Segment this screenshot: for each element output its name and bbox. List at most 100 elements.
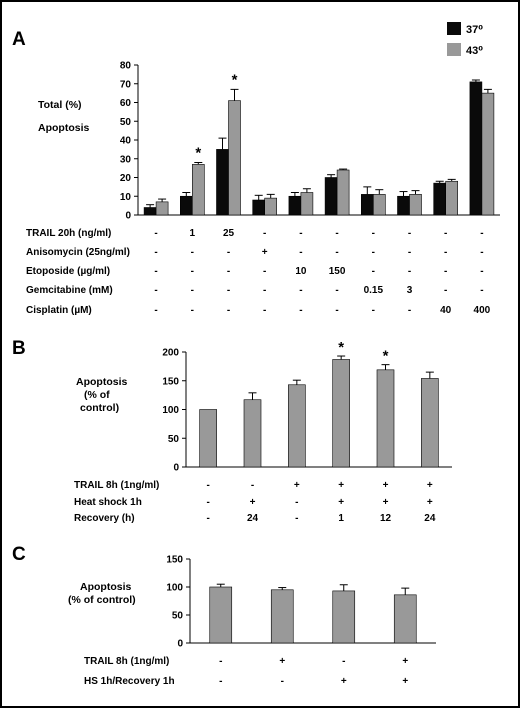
panel-a-condition-value: - (154, 285, 157, 296)
panel-a-condition-value: - (154, 266, 157, 277)
panel-b-significance-marker: * (338, 339, 344, 356)
panel-c-bar (270, 589, 294, 644)
panel-a-condition-value: - (408, 266, 411, 277)
panel-a-condition-value: - (408, 228, 411, 239)
panel-a-bar-37 (397, 195, 410, 216)
panel-b-condition-value: - (206, 480, 209, 491)
panel-a-condition-value: - (444, 266, 447, 277)
panel-b-y-tick-label: 150 (162, 376, 179, 387)
panel-b-y-tick-label: 50 (168, 434, 180, 445)
panel-a-condition-value: - (480, 285, 483, 296)
legend-swatch-43 (447, 43, 461, 56)
panel-c-y-tick-label: 100 (166, 583, 183, 594)
panel-a-condition-value: - (480, 247, 483, 258)
panel-a-bar-43 (372, 194, 386, 216)
panel-b-bar (421, 378, 439, 468)
panel-b-condition-value: + (338, 480, 344, 491)
legend-label-43: 43⁰ (466, 45, 483, 57)
panel-b-condition-value: + (427, 480, 433, 491)
panel-b-ylabel-line3: control) (80, 402, 119, 414)
panel-c-condition-value: + (402, 676, 408, 687)
panel-a-condition-value: - (335, 247, 338, 258)
panel-c-letter: C (12, 544, 26, 565)
panel-a-y-tick-label: 30 (120, 154, 132, 165)
panel-b-condition-value: - (295, 497, 298, 508)
panel-a-bar-43 (155, 201, 169, 216)
panel-a-condition-value: - (444, 285, 447, 296)
panel-a-y-tick-label: 20 (120, 173, 132, 184)
panel-a-condition-value: 1 (190, 228, 196, 239)
panel-a-bar-43 (228, 100, 241, 216)
panel-b-ylabel-line1: Apoptosis (76, 376, 127, 388)
panel-a-y-tick-label: 70 (120, 79, 132, 90)
panel-b-plot: 0 50 100 150 200 * * (162, 339, 452, 474)
panel-a-condition-value: - (480, 228, 483, 239)
panel-a-condition-value: - (408, 305, 411, 316)
panel-a-condition-value: - (444, 228, 447, 239)
panel-b-condition-value: + (250, 497, 256, 508)
panel-c-ylabel-line2: (% of control) (68, 594, 136, 606)
panel-a-condition-value: - (154, 228, 157, 239)
panel-b-condition-value: - (206, 497, 209, 508)
panel-b-condition-value: - (295, 513, 298, 524)
panel-b-bar (332, 359, 350, 468)
panel-a-bar-43 (481, 92, 495, 216)
panel-a-condition-value: - (227, 247, 230, 258)
panel-a-condition-label: Gemcitabine (mM) (26, 285, 113, 296)
panel-b-condition-value: + (427, 497, 433, 508)
panel-a-bar-37 (433, 182, 447, 216)
panel-b-condition-value: + (383, 480, 389, 491)
legend-label-37: 37⁰ (466, 24, 483, 36)
panel-a-condition-value: 40 (440, 305, 452, 316)
panel-c-condition-value: - (219, 656, 222, 667)
panel-c-y-tick-label: 150 (166, 555, 183, 566)
panel-a-condition-label: Anisomycin (25ng/ml) (26, 247, 130, 258)
panel-a-condition-value: - (335, 285, 338, 296)
panel-b-condition-value: - (206, 513, 209, 524)
panel-a-bar-43 (445, 180, 459, 216)
panel-a-condition-value: - (372, 305, 375, 316)
panel-b-bar (199, 409, 217, 468)
panel-a-condition-value: - (372, 266, 375, 277)
panel-a-condition-value: 25 (223, 228, 235, 239)
panel-b-condition-label: Heat shock 1h (74, 497, 142, 508)
panel-a-y-tick-label: 40 (120, 136, 132, 147)
panel-a-bar-37 (360, 194, 374, 216)
panel-a-bar-37 (252, 199, 265, 216)
panel-a: A 37⁰ 43⁰ Total (%) Apoptosis 0 10 20 30 40 5… (12, 22, 500, 316)
panel-c-bar (332, 590, 356, 644)
panel-a-condition-value: - (154, 247, 157, 258)
panel-a-bar-37 (216, 149, 229, 216)
legend-swatch-37 (447, 22, 461, 35)
panel-b-condition-value: 1 (338, 513, 344, 524)
panel-b-condition-label: TRAIL 8h (1ng/ml) (74, 480, 159, 491)
panel-b-y-tick-label: 100 (162, 405, 179, 416)
panel-a-condition-value: 3 (407, 285, 413, 296)
panel-a-condition-value: - (444, 247, 447, 258)
panel-b-y-tick-label: 0 (173, 463, 179, 474)
panel-c-plot: 0 50 100 150 (166, 555, 436, 650)
panel-c-condition-value: + (402, 656, 408, 667)
panel-a-condition-value: - (299, 247, 302, 258)
panel-c-bar (209, 586, 233, 644)
panel-b: B Apoptosis (% of control) 0 50 100 150 200 *… (12, 338, 452, 524)
panel-c-y-tick-label: 50 (172, 611, 184, 622)
panel-b-bar (288, 384, 306, 468)
panel-a-condition-label: Etoposide (µg/ml) (26, 266, 110, 277)
panel-b-condition-value: + (294, 480, 300, 491)
panel-a-conditions: TRAIL 20h (ng/ml) - 1 25 - - - - - - - Anisomycin (… (26, 228, 491, 316)
panel-a-condition-label: Cisplatin (µM) (26, 305, 92, 316)
panel-a-legend: 37⁰ 43⁰ (447, 22, 483, 57)
panel-b-significance-marker: * (383, 348, 389, 365)
panel-c-conditions: TRAIL 8h (1ng/ml) - + - + HS 1h/Recovery 1h - -… (84, 656, 408, 687)
panel-a-condition-value: - (154, 305, 157, 316)
panel-b-condition-value: - (251, 480, 254, 491)
panel-a-condition-value: - (372, 228, 375, 239)
panel-b-y-tick-label: 200 (162, 348, 179, 359)
panel-a-condition-value: - (263, 228, 266, 239)
panel-c-ylabel-line1: Apoptosis (80, 581, 131, 593)
panel-b-ylabel-line2: (% of (84, 389, 110, 401)
panel-a-bar-37 (180, 195, 193, 216)
panel-a-bar-43 (192, 164, 205, 216)
